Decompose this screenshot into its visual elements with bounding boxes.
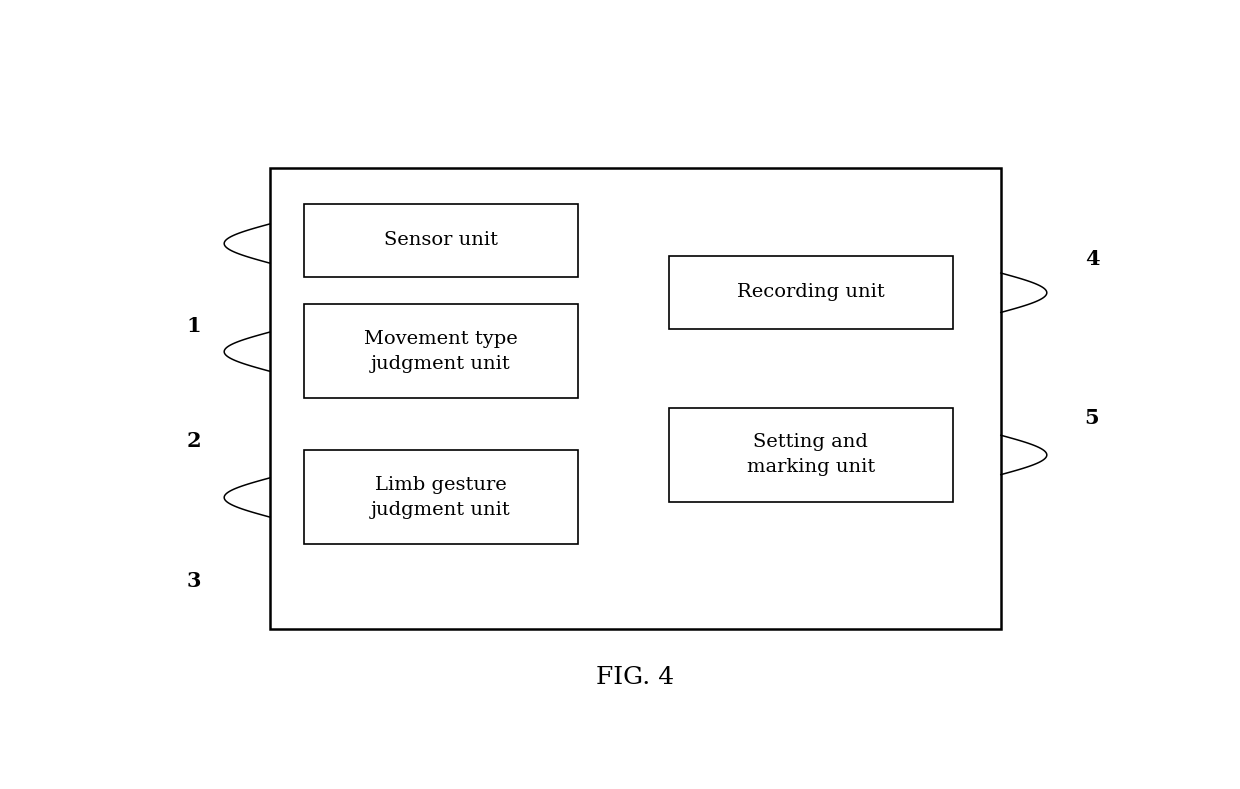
Bar bbox=[270, 167, 1001, 630]
Text: Sensor unit: Sensor unit bbox=[384, 231, 498, 249]
Text: 3: 3 bbox=[186, 570, 201, 591]
Bar bbox=[304, 305, 578, 398]
Text: 1: 1 bbox=[186, 316, 201, 335]
Bar bbox=[304, 450, 578, 544]
Text: Limb gesture
judgment unit: Limb gesture judgment unit bbox=[371, 476, 511, 518]
Text: 2: 2 bbox=[186, 431, 201, 451]
Bar bbox=[670, 256, 952, 328]
Text: Movement type
judgment unit: Movement type judgment unit bbox=[365, 330, 518, 373]
Text: Recording unit: Recording unit bbox=[737, 283, 885, 301]
Text: FIG. 4: FIG. 4 bbox=[596, 667, 675, 690]
Bar bbox=[304, 204, 578, 277]
Bar bbox=[670, 408, 952, 502]
Text: 5: 5 bbox=[1085, 409, 1100, 428]
Text: Setting and
marking unit: Setting and marking unit bbox=[746, 433, 875, 476]
Text: 4: 4 bbox=[1085, 249, 1100, 269]
